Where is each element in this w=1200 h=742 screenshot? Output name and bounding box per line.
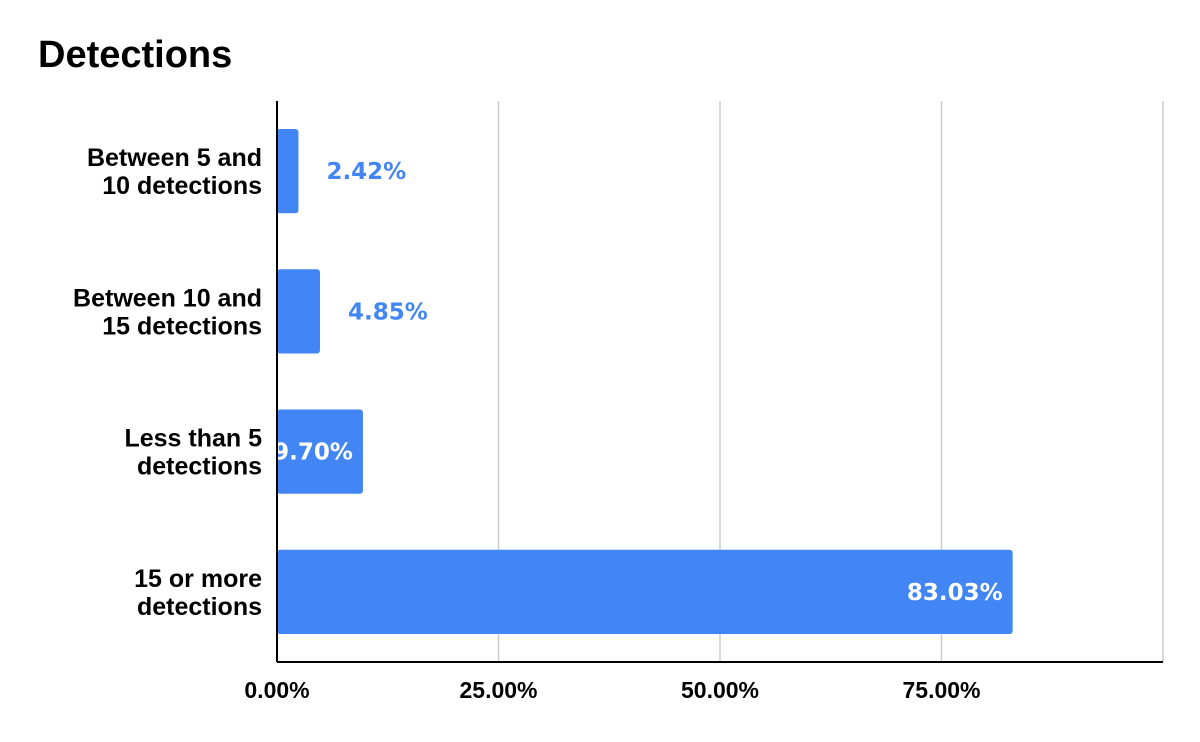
data-labels: 2.42% 4.85% 9.70% 83.03% — [273, 159, 1003, 606]
bar — [277, 269, 320, 354]
data-label: 83.03% — [907, 580, 1003, 606]
bar — [277, 549, 1013, 634]
category-label: 15 or more detections — [134, 565, 262, 621]
category-label: Between 5 and 10 detections — [87, 144, 262, 200]
axes — [276, 101, 1163, 663]
data-label: 9.70% — [273, 440, 353, 466]
chart-title: Detections — [38, 34, 233, 76]
data-label: 2.42% — [326, 159, 406, 185]
category-labels: Between 5 and 10 detections Between 10 and… — [73, 144, 262, 621]
x-tick-labels: 0.00% 25.00% 50.00% 75.00% — [244, 677, 980, 703]
bars — [277, 129, 1013, 634]
x-tick-label: 75.00% — [902, 677, 980, 703]
data-label: 4.85% — [348, 299, 428, 325]
x-tick-label: 50.00% — [681, 677, 759, 703]
bar — [277, 409, 363, 494]
category-label: Between 10 and 15 detections — [73, 284, 262, 340]
x-tick-label: 25.00% — [459, 677, 537, 703]
bar — [277, 129, 299, 214]
x-tick-label: 0.00% — [244, 677, 309, 703]
category-label: Less than 5 detections — [124, 425, 262, 481]
